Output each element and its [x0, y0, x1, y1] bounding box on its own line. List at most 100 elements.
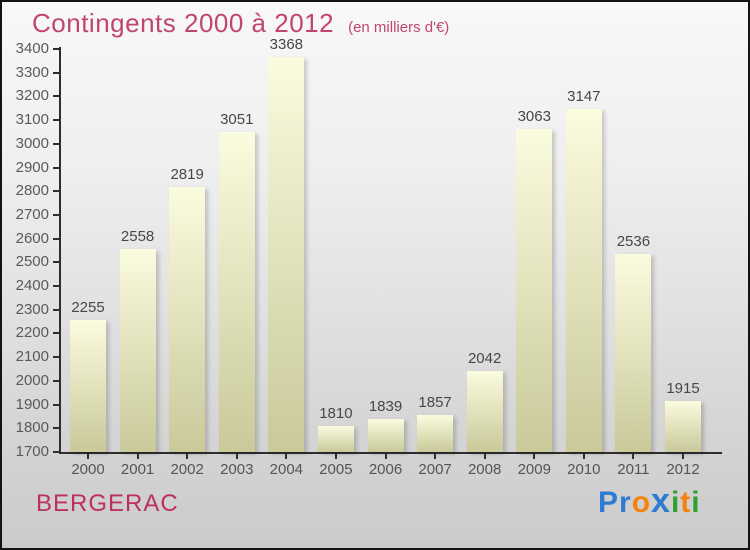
- x-tick-mark: [334, 454, 337, 459]
- y-tick-label: 3100: [15, 111, 49, 129]
- y-tick-label: 1900: [15, 395, 49, 413]
- x-tick-label-2011: 2011: [617, 461, 650, 478]
- chart-title: Contingents 2000 à 2012: [32, 8, 335, 38]
- bar-value-2004: 3368: [269, 35, 304, 53]
- y-tick-mark: [53, 95, 59, 98]
- plot-area: 3400 3300 3200 3100 3000 2900 2800 2700 2600 2500…: [16, 36, 722, 478]
- y-tick-label: 3000: [15, 134, 49, 152]
- bar-2001: [119, 248, 156, 452]
- logo-letter-r: r: [619, 486, 632, 519]
- x-tick-mark: [682, 454, 684, 459]
- x-tick-mark: [533, 454, 536, 459]
- bar-2005: [317, 425, 354, 452]
- x-tick-label-2008: 2008: [467, 461, 502, 478]
- bar-value-2000: 2255: [71, 299, 105, 317]
- proxiti-logo: Proxiti: [598, 482, 701, 520]
- y-tick-mark: [53, 71, 59, 74]
- y-tick-label: 2200: [15, 324, 49, 342]
- y-tick-label: 2400: [15, 277, 49, 295]
- y-tick-mark: [53, 403, 59, 406]
- y-tick-label: 2700: [15, 205, 49, 223]
- bar-value-2010: 3147: [567, 87, 601, 105]
- y-tick-mark: [53, 285, 59, 288]
- bar-value-2003: 3051: [220, 110, 254, 128]
- y-tick-label: 1700: [15, 443, 49, 460]
- x-tick-mark: [87, 454, 89, 459]
- y-tick-mark: [53, 379, 59, 382]
- location-label: BERGERAC: [36, 490, 179, 517]
- bar-2003: [218, 131, 255, 452]
- bar-value-2008: 2042: [467, 349, 502, 367]
- y-tick-label: 3300: [15, 63, 49, 81]
- bar-2012: [665, 401, 701, 452]
- bar-value-2005: 1810: [319, 404, 353, 422]
- x-tick-mark: [632, 454, 635, 459]
- y-tick-mark: [53, 356, 59, 359]
- x-tick-label-2007: 2007: [418, 461, 452, 478]
- y-tick-mark: [53, 451, 59, 453]
- x-tick-label-2012: 2012: [666, 461, 700, 478]
- y-tick-label: 2600: [15, 229, 49, 247]
- y-tick-mark: [53, 142, 59, 145]
- y-tick-label: 2800: [15, 182, 49, 200]
- x-tick-label-2001: 2001: [120, 461, 155, 478]
- y-tick-mark: [53, 308, 59, 311]
- bar-2004: [268, 56, 305, 452]
- x-tick-mark: [434, 454, 437, 459]
- bar-2008: [466, 370, 503, 452]
- logo-letter-i: i: [691, 486, 701, 519]
- y-tick-mark: [53, 237, 59, 240]
- bar-value-2012: 1915: [666, 380, 700, 398]
- x-tick-mark: [285, 454, 288, 459]
- x-tick-label-2003: 2003: [220, 461, 254, 478]
- y-tick-label: 1800: [15, 419, 49, 437]
- y-tick-label: 2100: [15, 348, 49, 366]
- bar-value-2011: 2536: [616, 232, 651, 250]
- chart-subtitle: (en milliers d'€): [348, 19, 450, 36]
- y-tick-mark: [53, 190, 59, 193]
- y-tick-mark: [53, 48, 59, 50]
- x-tick-mark: [384, 454, 387, 459]
- y-axis: [59, 47, 61, 452]
- bar-2006: [367, 419, 404, 452]
- y-tick-mark: [53, 166, 59, 169]
- x-tick-label-2000: 2000: [71, 461, 105, 478]
- x-tick-mark: [582, 454, 585, 459]
- bar-value-2006: 1839: [368, 398, 403, 416]
- x-tick-mark: [483, 454, 486, 459]
- x-tick-mark: [235, 454, 238, 459]
- bar-2002: [169, 186, 206, 452]
- bar-value-2007: 1857: [418, 393, 452, 411]
- x-tick-label-2010: 2010: [567, 461, 601, 478]
- x-tick-label-2002: 2002: [170, 461, 204, 478]
- y-tick-label: 2300: [15, 300, 49, 318]
- y-tick-mark: [53, 213, 59, 216]
- bar-2010: [565, 108, 602, 452]
- bar-2007: [417, 414, 454, 452]
- y-tick-label: 3200: [15, 87, 49, 105]
- logo-letter-t: t: [680, 486, 692, 519]
- logo-letter-i: i: [670, 486, 681, 519]
- y-tick-label: 2500: [15, 253, 49, 271]
- bar-2000: [70, 320, 106, 452]
- y-tick-label: 3400: [15, 40, 49, 57]
- x-tick-mark: [136, 454, 139, 459]
- y-tick-label: 2900: [15, 158, 49, 176]
- x-tick-label-2006: 2006: [368, 461, 403, 478]
- x-tick-label-2009: 2009: [517, 461, 551, 478]
- x-tick-label-2004: 2004: [269, 461, 304, 478]
- y-tick-label: 2000: [15, 371, 49, 389]
- y-tick-mark: [53, 119, 59, 122]
- logo-letter-P: P: [598, 486, 620, 519]
- y-tick-mark: [53, 261, 59, 264]
- bar-2009: [516, 128, 553, 452]
- x-tick-mark: [186, 454, 189, 459]
- logo-letter-x: x: [651, 482, 671, 520]
- bar-value-2002: 2819: [170, 165, 204, 183]
- x-tick-label-2005: 2005: [319, 461, 353, 478]
- bar-2011: [615, 253, 652, 452]
- x-axis: [59, 452, 722, 454]
- bar-value-2001: 2558: [120, 227, 155, 245]
- bar-value-2009: 3063: [517, 107, 551, 125]
